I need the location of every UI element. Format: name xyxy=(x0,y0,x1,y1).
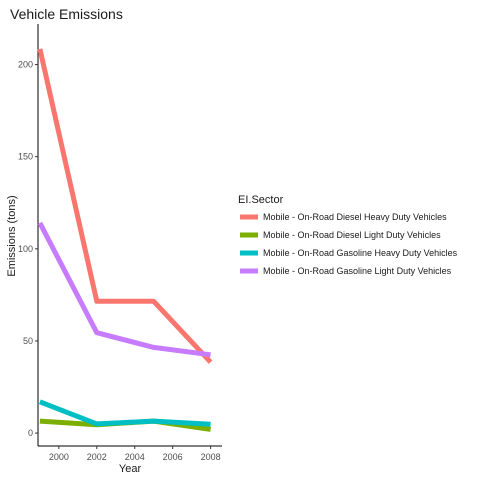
y-axis-title: Emissions (tons) xyxy=(6,195,18,276)
x-tick-label: 2002 xyxy=(87,452,107,462)
y-tick-label: 200 xyxy=(18,60,33,70)
legend-label-1: Mobile - On-Road Diesel Heavy Duty Vehic… xyxy=(263,212,447,222)
legend: EI.Sector Mobile - On-Road Diesel Heavy … xyxy=(238,194,458,276)
x-axis-title: Year xyxy=(119,463,142,475)
x-tick-label: 2000 xyxy=(49,452,69,462)
y-tick-label: 50 xyxy=(23,336,33,346)
series-line-4 xyxy=(37,221,211,358)
y-tick-label: 0 xyxy=(28,428,33,438)
axes xyxy=(37,24,222,447)
series-line-3 xyxy=(38,399,211,427)
x-tick-label: 2006 xyxy=(163,452,183,462)
legend-label-3: Mobile - On-Road Gasoline Heavy Duty Veh… xyxy=(263,248,458,258)
series-lines xyxy=(37,48,213,432)
legend-title: EI.Sector xyxy=(238,194,284,206)
x-tick-label: 2008 xyxy=(201,452,221,462)
y-axis-ticks: 0 50 100 150 200 xyxy=(18,60,38,438)
y-tick-label: 100 xyxy=(18,244,33,254)
y-tick-label: 150 xyxy=(18,152,33,162)
legend-label-2: Mobile - On-Road Diesel Light Duty Vehic… xyxy=(263,230,441,240)
chart-title: Vehicle Emissions xyxy=(10,6,123,22)
x-tick-label: 2004 xyxy=(125,452,145,462)
legend-label-4: Mobile - On-Road Gasoline Light Duty Veh… xyxy=(263,266,452,276)
series-line-1 xyxy=(37,48,213,364)
x-axis-ticks: 2000 2002 2004 2006 2008 xyxy=(49,446,221,462)
legend-items: Mobile - On-Road Diesel Heavy Duty Vehic… xyxy=(240,212,458,276)
